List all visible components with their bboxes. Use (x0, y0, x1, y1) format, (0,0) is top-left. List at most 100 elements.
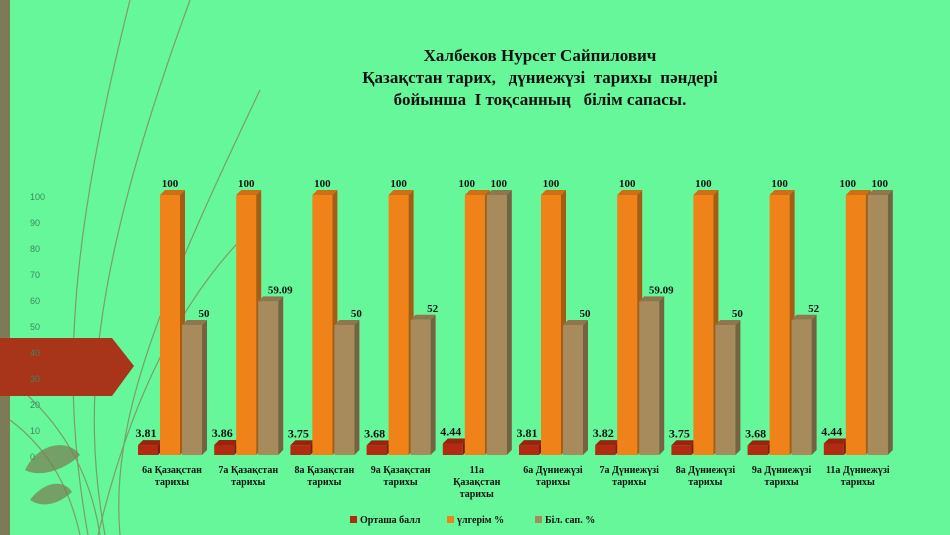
bar-top (563, 320, 588, 325)
title-line-3: бойынша І тоқсанның білім сапасы. (393, 90, 687, 109)
bar-top (290, 440, 316, 446)
data-label: 3.82 (593, 426, 614, 440)
x-tick-label: 6а Қазақстан (142, 465, 202, 476)
bar (823, 438, 849, 455)
bar-front (639, 301, 660, 455)
x-tick-label: 9а Дүниежүзі (752, 465, 812, 476)
y-axis: 0 10 20 30 40 50 60 70 80 90 100 (30, 192, 45, 462)
x-tick-label: 6а Дүниежүзі (523, 465, 583, 476)
bar-top (464, 190, 490, 195)
bar (563, 320, 588, 455)
bar (290, 440, 316, 455)
bar-front (290, 445, 311, 455)
y-tick-label: 60 (30, 296, 40, 306)
bar (845, 190, 871, 455)
value-labels: 3.81 100 50 3.86 100 59.09 3.75 100 50 3.68 100 52 4… (136, 178, 889, 440)
bar (693, 190, 719, 455)
bar-top (867, 190, 893, 195)
x-tick-label: тарихы (841, 477, 875, 488)
bar-top (160, 190, 185, 195)
data-label: 3.81 (517, 426, 538, 440)
bar-side (506, 190, 512, 455)
bar-series-group (138, 190, 893, 455)
bar (715, 320, 741, 455)
x-tick-label: тарихы (536, 477, 570, 488)
data-label: 100 (771, 178, 788, 190)
x-tick-label: тарихы (155, 477, 189, 488)
bar-top (617, 190, 643, 195)
title-line-2: Қазақстан тарих, дүниежүзі тарихы пәндер… (362, 68, 718, 87)
data-label: 59.09 (649, 284, 674, 296)
bar (639, 296, 665, 455)
data-label: 3.81 (136, 426, 157, 440)
bar-front (715, 325, 736, 455)
bar-front (486, 195, 507, 455)
bar (671, 440, 697, 455)
data-label: 50 (351, 308, 363, 320)
y-tick-label: 50 (30, 322, 40, 332)
bar-front (595, 445, 616, 455)
y-tick-label: 30 (30, 374, 40, 384)
bar (867, 190, 893, 455)
bar (747, 440, 773, 455)
bar-side (202, 320, 207, 455)
bar (595, 440, 621, 455)
bar (617, 190, 643, 455)
bar-front (334, 325, 355, 455)
bar-front (823, 443, 844, 455)
bar-top (595, 440, 621, 446)
legend-swatch (535, 516, 542, 523)
bar (182, 320, 207, 455)
x-tick-label: тарихы (688, 477, 722, 488)
bar (464, 190, 490, 455)
legend-item: Біл. сап. % (535, 515, 595, 526)
data-label: 100 (695, 178, 712, 190)
bar-side (278, 296, 284, 455)
y-tick-label: 100 (30, 192, 45, 202)
data-label: 52 (427, 303, 439, 315)
bar-front (693, 195, 714, 455)
bar-front (182, 325, 202, 455)
bar-top (519, 440, 544, 446)
bar-front (388, 195, 409, 455)
bar-top (442, 438, 468, 444)
bar-top (671, 440, 697, 446)
x-tick-label: 9а Қазақстан (371, 465, 431, 476)
x-tick-label: 11а Дүниежүзі (826, 465, 890, 476)
bar-top (388, 190, 414, 195)
x-tick-label: тарихы (384, 477, 418, 488)
data-label: 4.44 (440, 424, 461, 438)
bar-front (366, 445, 387, 455)
bar (791, 314, 817, 455)
x-tick-label: 8а Қазақстан (295, 465, 355, 476)
legend-swatch (447, 516, 454, 523)
bar-front (138, 445, 158, 455)
bar-front (236, 195, 257, 455)
bar-top (312, 190, 338, 195)
chart-title: Халбеков Нурсет Сайпилович Қазақстан тар… (270, 45, 810, 111)
x-tick-label: тарихы (231, 477, 265, 488)
data-label: 100 (162, 178, 179, 190)
y-tick-label: 0 (30, 452, 35, 462)
data-label: 3.75 (669, 426, 690, 440)
bar-top (182, 320, 207, 325)
y-tick-label: 40 (30, 348, 40, 358)
decorative-leaf (25, 445, 80, 505)
x-tick-label: тарихы (612, 477, 646, 488)
bar (138, 440, 163, 455)
bar-top (715, 320, 741, 325)
x-tick-label: 7а Дүниежүзі (600, 465, 660, 476)
data-label: 4.44 (821, 424, 842, 438)
data-label: 100 (872, 178, 889, 190)
bar (312, 190, 338, 455)
bar-top (693, 190, 719, 195)
bar (541, 190, 566, 455)
data-label: 100 (459, 178, 476, 190)
legend-item: үлгерім % (447, 515, 504, 526)
bar-side (811, 314, 817, 455)
bar-top (747, 440, 773, 446)
legend-swatch (350, 516, 357, 523)
data-label: 59.09 (268, 284, 293, 296)
bar (236, 190, 262, 455)
legend-label: үлгерім % (457, 515, 504, 526)
